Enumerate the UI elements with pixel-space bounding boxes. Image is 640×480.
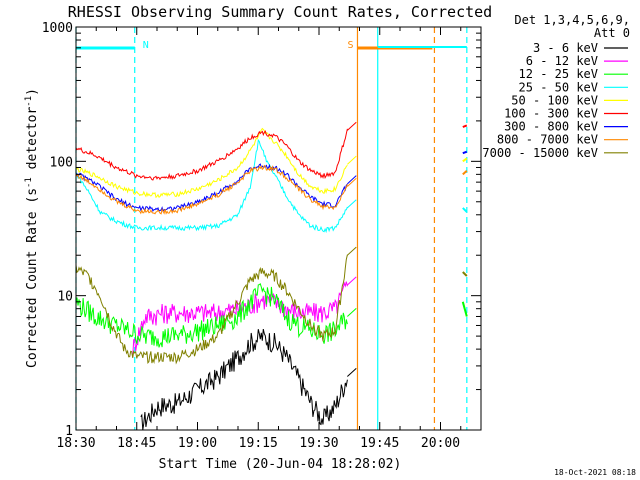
series-line — [75, 128, 348, 181]
legend-label: 100 - 300 keV — [504, 107, 598, 121]
series-ramp — [347, 121, 357, 131]
series-ramp — [347, 276, 357, 286]
legend-label: 3 - 6 keV — [533, 41, 598, 55]
footer-timestamp: 18-Oct-2021 08:18 — [554, 468, 636, 477]
y-axis-label: Corrected Count Rate (s-1 detector-1) — [24, 88, 40, 368]
x-tick-label: 18:30 — [56, 436, 95, 451]
legend-label: 300 - 800 keV — [504, 120, 598, 134]
x-tick-label: 19:30 — [299, 436, 338, 451]
legend-label: 25 - 50 keV — [519, 80, 598, 94]
series-segment-after-gap — [462, 271, 468, 277]
legend-header-line2: Att 0 — [594, 26, 630, 40]
x-tick-label: 20:00 — [421, 436, 460, 451]
legend-label: 800 - 7000 keV — [497, 133, 598, 147]
series-line — [75, 138, 348, 234]
legend-header-line1: Det 1,3,4,5,6,9, — [514, 13, 630, 27]
x-tick-label: 19:45 — [360, 436, 399, 451]
y-tick-label: 1000 — [42, 21, 73, 36]
legend-label: 6 - 12 keV — [526, 54, 598, 68]
axes: 1 10 100 1000 18:30 18:45 19:00 19:15 19:30 19:45… — [42, 21, 482, 451]
series-line — [75, 254, 348, 365]
mode-bar-label: S — [347, 40, 353, 51]
series-line — [75, 164, 348, 215]
series-ramp — [347, 199, 357, 209]
legend-label: 7000 - 15000 keV — [482, 146, 598, 160]
series-segment-after-gap — [462, 170, 468, 176]
series-line — [140, 328, 348, 431]
series-ramp — [347, 155, 357, 165]
series-segment-after-gap — [462, 124, 468, 128]
series-line — [132, 281, 348, 358]
x-axis-label: Start Time (20-Jun-04 18:28:02) — [159, 457, 402, 472]
series-ramp — [347, 368, 357, 377]
x-tick-label: 19:15 — [239, 436, 278, 451]
series-ramp — [347, 307, 357, 317]
legend-label: 50 - 100 keV — [511, 93, 598, 107]
x-tick-label: 18:45 — [117, 436, 156, 451]
series-ramp — [347, 175, 357, 185]
y-tick-label: 100 — [50, 155, 73, 170]
series-segment-after-gap — [462, 207, 468, 213]
series-ramp — [347, 177, 357, 187]
series-layer — [75, 121, 468, 431]
legend-label: 12 - 25 keV — [519, 67, 598, 81]
x-tick-label: 19:00 — [178, 436, 217, 451]
y-tick-label: 10 — [57, 290, 73, 305]
series-line — [75, 127, 348, 199]
mode-bar-label: N — [143, 40, 149, 51]
plot-frame — [75, 26, 482, 431]
series-line — [75, 283, 348, 348]
series-segment-after-gap — [462, 150, 468, 155]
series-segment-after-gap — [462, 157, 468, 163]
y-tick-label: 1 — [65, 424, 73, 439]
series-line — [75, 163, 348, 213]
series-ramp — [347, 246, 357, 256]
series-segment-after-gap — [461, 301, 468, 317]
chart-title: RHESSI Observing Summary Count Rates, Co… — [68, 3, 492, 21]
